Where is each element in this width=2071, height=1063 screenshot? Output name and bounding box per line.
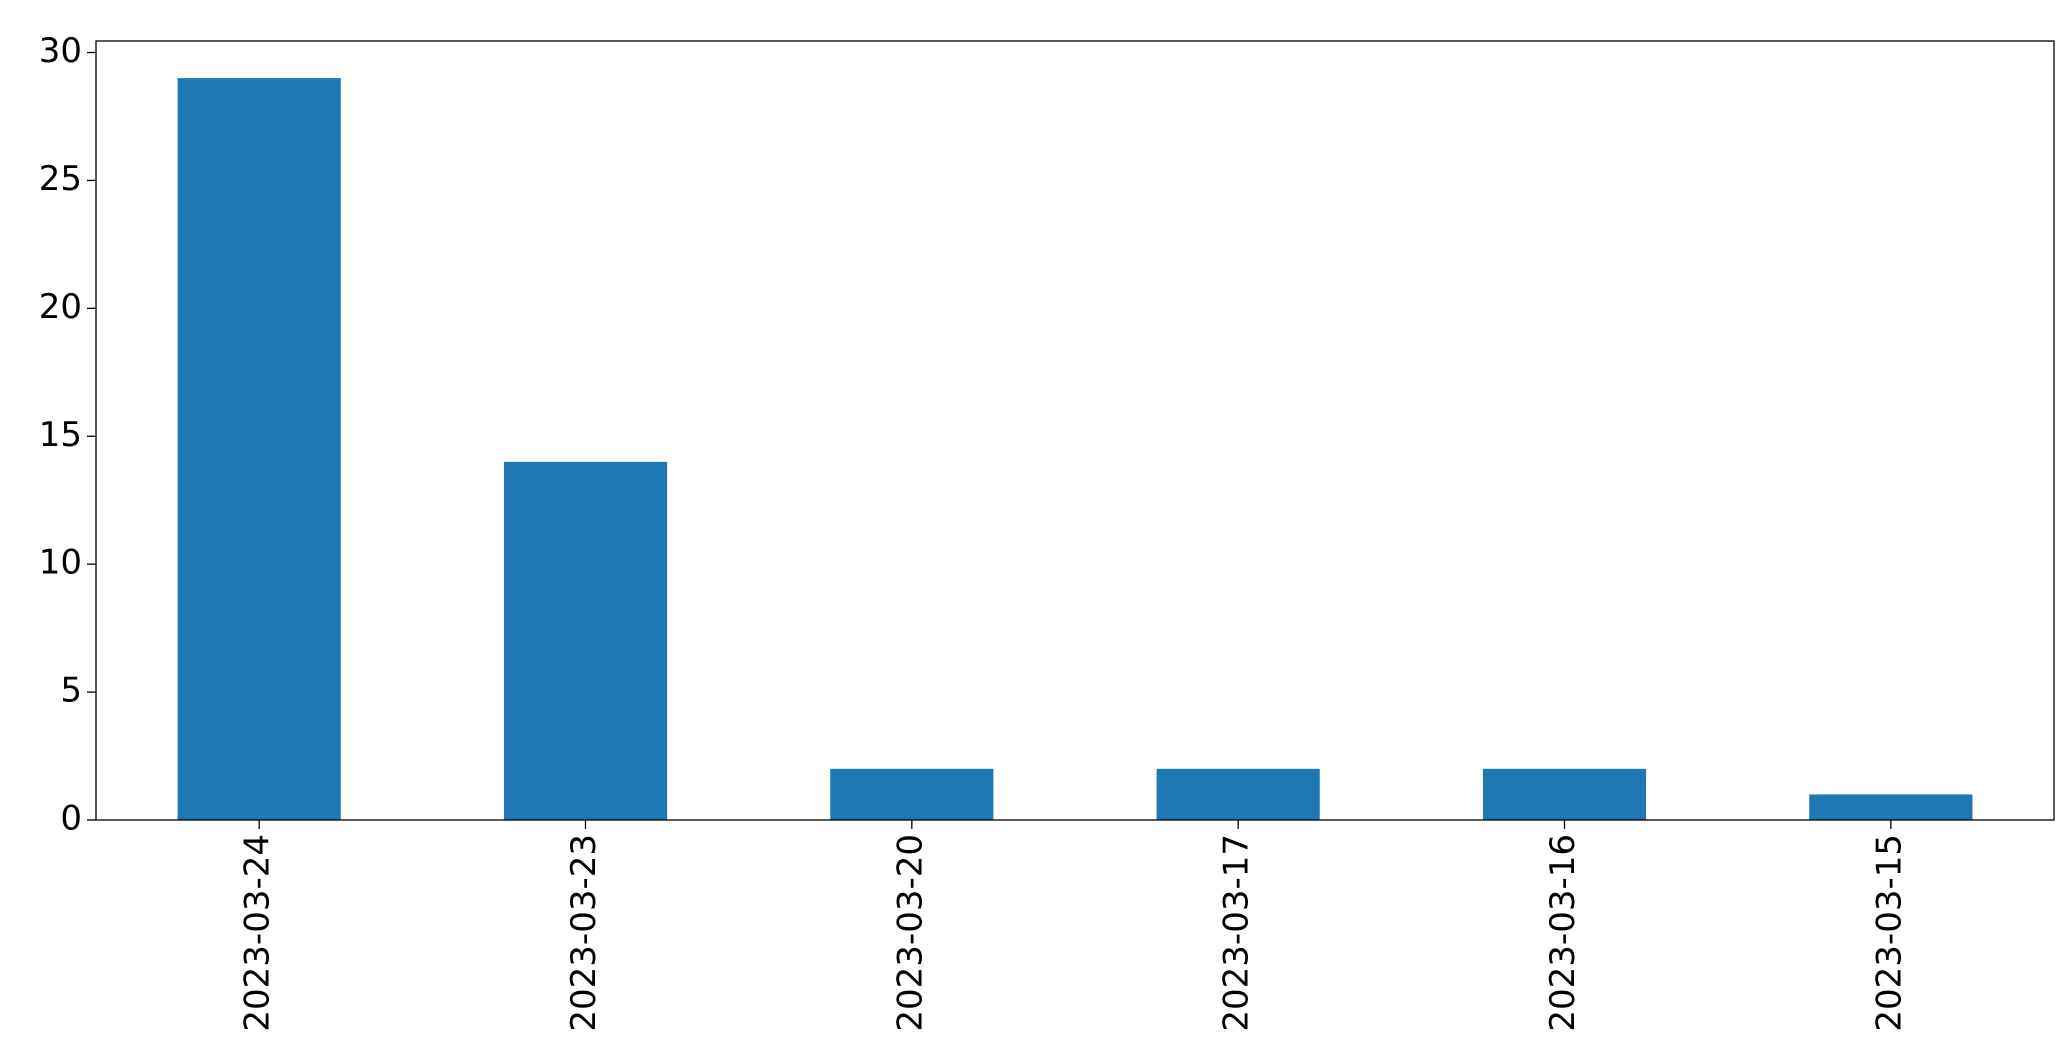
y-tick-label: 10 bbox=[39, 543, 82, 583]
x-tick-label: 2023-03-24 bbox=[238, 834, 278, 1032]
bar bbox=[1482, 768, 1647, 820]
x-tick-label: 2023-03-23 bbox=[564, 834, 604, 1032]
y-tick-label: 25 bbox=[39, 159, 82, 199]
bar bbox=[503, 461, 668, 820]
plot-frame bbox=[95, 40, 2055, 821]
bar bbox=[830, 768, 994, 820]
y-tick-label: 0 bbox=[60, 799, 82, 839]
x-tick-label: 2023-03-20 bbox=[890, 834, 930, 1032]
y-tick-label: 20 bbox=[39, 287, 82, 327]
bar bbox=[1156, 768, 1320, 820]
y-tick-label: 30 bbox=[39, 31, 82, 71]
x-tick-label: 2023-03-15 bbox=[1869, 834, 1909, 1032]
y-tick-label: 15 bbox=[39, 415, 82, 455]
x-tick-label: 2023-03-16 bbox=[1543, 834, 1583, 1032]
y-tick-label: 5 bbox=[60, 671, 82, 711]
bar bbox=[177, 78, 341, 821]
bar bbox=[1809, 794, 1973, 820]
x-tick-label: 2023-03-17 bbox=[1217, 834, 1257, 1032]
